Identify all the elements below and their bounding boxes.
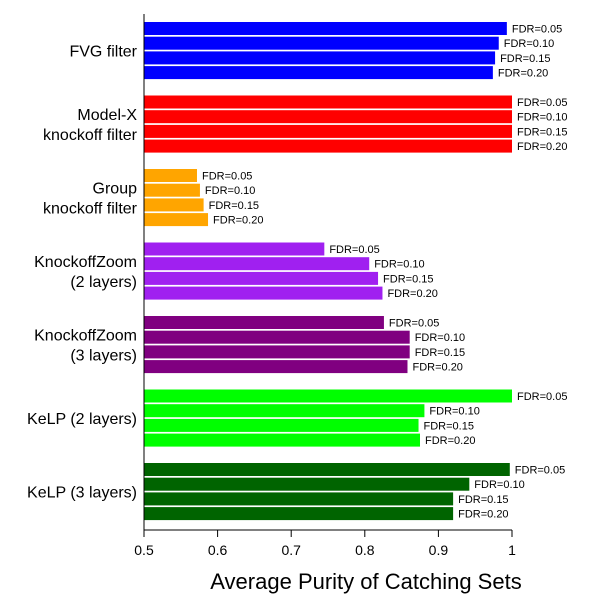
bar [144,22,507,35]
bar-label: FDR=0.15 [383,273,433,285]
bar [144,330,410,344]
x-tick-label: 0.9 [429,542,449,558]
bar [144,213,209,227]
group-label: (3 layers) [70,348,137,365]
bar [144,418,419,432]
bar [144,110,512,124]
bar [144,124,512,138]
bar-label: FDR=0.05 [515,465,565,477]
group-label: FVG filter [69,44,137,61]
bar-label: FDR=0.20 [458,509,508,521]
bar [144,198,204,212]
bar-label: FDR=0.05 [517,391,567,403]
x-tick-label: 0.6 [208,542,228,558]
bar-label: FDR=0.15 [209,200,259,212]
bar [144,404,425,418]
group-label: Group [93,181,138,198]
bar-label: FDR=0.05 [329,244,379,256]
bar [144,183,200,197]
bar-label: FDR=0.10 [474,479,524,491]
bar-label: FDR=0.20 [517,141,567,153]
bar-group: FDR=0.05 FDR=0.10 FDR=0.15 FDR=0.20 FVG filt… [69,22,562,80]
bar [144,271,379,285]
bar-label: FDR=0.20 [425,435,475,447]
bar-group: FDR=0.05 FDR=0.10 FDR=0.15 FDR=0.20 Model-X k… [43,95,567,153]
bar-label: FDR=0.05 [202,171,252,183]
x-tick-label: 1 [508,542,516,558]
bar-label: FDR=0.05 [389,318,439,330]
x-axis-title: Average Purity of Catching Sets [210,569,521,594]
group-label: KnockoffZoom [34,254,137,271]
bar [144,360,408,374]
bar-label: FDR=0.10 [517,112,567,124]
bar [144,507,454,521]
group-label: KeLP (2 layers) [27,411,137,428]
bar [144,345,410,359]
bar-label: FDR=0.10 [205,185,255,197]
bar-label: FDR=0.05 [517,97,567,109]
x-tick-label: 0.8 [355,542,375,558]
bar-label: FDR=0.20 [498,68,548,80]
bar [144,95,512,109]
bar-label: FDR=0.15 [500,53,550,65]
group-label: knockoff filter [43,127,138,144]
bar-label: FDR=0.05 [512,24,562,36]
bar [144,169,197,182]
bar-group: FDR=0.05 FDR=0.10 FDR=0.15 FDR=0.20 KeLP (3 … [27,463,565,521]
bar [144,477,470,491]
x-tick-label: 0.5 [134,542,154,558]
bar-label: FDR=0.20 [387,288,437,300]
bar [144,286,383,300]
x-tick-label: 0.7 [281,542,301,558]
group-label: knockoff filter [43,201,138,218]
bar [144,36,499,50]
bar [144,389,512,403]
bar [144,257,370,271]
bar [144,492,454,506]
bar-label: FDR=0.15 [458,494,508,506]
bar-group: FDR=0.05 FDR=0.10 FDR=0.15 FDR=0.20 Knockoff… [34,242,438,300]
group-label: KnockoffZoom [34,328,137,345]
bar [144,139,512,153]
bar-group: FDR=0.05 FDR=0.10 FDR=0.15 FDR=0.20 Group kno… [43,169,263,227]
bar-label: FDR=0.10 [504,38,554,50]
bar [144,51,496,65]
bar-label: FDR=0.20 [412,362,462,374]
group-label: (2 layers) [70,274,137,291]
bar [144,316,384,329]
bar [144,463,510,476]
group-label: KeLP (3 layers) [27,485,137,502]
bar [144,66,493,80]
bar-label: FDR=0.15 [424,420,474,432]
bar-label: FDR=0.15 [415,347,465,359]
bar-label: FDR=0.10 [415,332,465,344]
bar-label: FDR=0.10 [374,259,424,271]
group-label: Model-X [77,107,137,124]
bar-label: FDR=0.10 [429,406,479,418]
bars-layer: FDR=0.05 FDR=0.10 FDR=0.15 FDR=0.20 FVG filt… [27,22,567,521]
bar-group: FDR=0.05 FDR=0.10 FDR=0.15 FDR=0.20 Knockoff… [34,316,465,374]
bar-label: FDR=0.20 [213,215,263,227]
bar-group: FDR=0.05 FDR=0.10 FDR=0.15 FDR=0.20 KeLP (2 … [27,389,567,447]
bar [144,433,420,447]
bar-label: FDR=0.15 [517,126,567,138]
x-axis: 0.5 0.6 0.7 0.8 0.9 1 [134,14,516,558]
bar [144,242,325,256]
